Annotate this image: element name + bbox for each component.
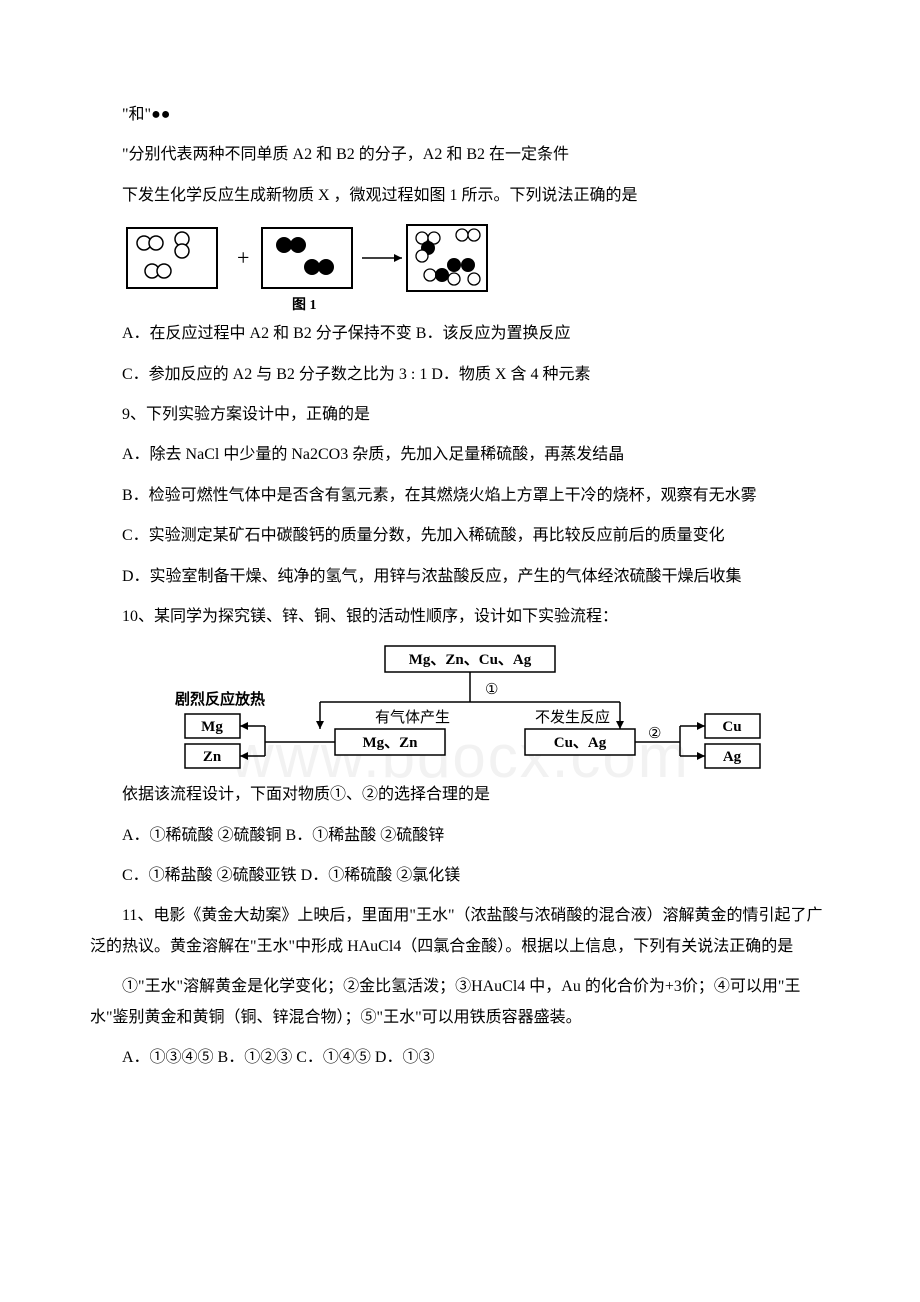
q10-cd: C．①稀盐酸 ②硫酸亚铁 D．①稀硫酸 ②氯化镁 [90, 861, 830, 891]
svg-text:Cu: Cu [722, 719, 741, 735]
q10-flowchart: Mg、Zn、Cu、Ag ① 剧烈反应放热 有气体产生 不发生反应 Mg Zn [170, 644, 830, 774]
figure-1: + [122, 223, 830, 313]
svg-text:Ag: Ag [723, 749, 742, 765]
svg-text:有气体产生: 有气体产生 [375, 709, 450, 726]
svg-text:Mg、Zn、Cu、Ag: Mg、Zn、Cu、Ag [409, 652, 532, 668]
q11-opts: ①"王水"溶解黄金是化学变化；②金比氢活泼；③HAuCl4 中，Au 的化合价为… [90, 972, 830, 1033]
q8-option-ab: A．在反应过程中 A2 和 B2 分子保持不变 B．该反应为置换反应 [90, 319, 830, 349]
svg-text:+: + [237, 245, 249, 270]
q11-stem: 11、电影《黄金大劫案》上映后，里面用"王水"（浓盐酸与浓硝酸的混合液）溶解黄金… [90, 901, 830, 962]
svg-text:Zn: Zn [203, 749, 222, 765]
q10-sub: 依据该流程设计，下面对物质①、②的选择合理的是 [90, 780, 830, 810]
q9-b: B．检验可燃性气体中是否含有氢元素，在其燃烧火焰上方罩上干冷的烧杯，观察有无水雾 [90, 481, 830, 511]
text-line-2: "分别代表两种不同单质 A2 和 B2 的分子，A2 和 B2 在一定条件 [90, 140, 830, 170]
q9-d: D．实验室制备干燥、纯净的氢气，用锌与浓盐酸反应，产生的气体经浓硫酸干燥后收集 [90, 562, 830, 592]
svg-text:Mg: Mg [201, 719, 223, 735]
q8-option-cd: C．参加反应的 A2 与 B2 分子数之比为 3 : 1 D．物质 X 含 4 … [90, 360, 830, 390]
q9-stem: 9、下列实验方案设计中，正确的是 [90, 400, 830, 430]
svg-text:②: ② [648, 726, 661, 742]
line-and-dots: "和"●● [90, 100, 830, 130]
q9-a: A．除去 NaCl 中少量的 Na2CO3 杂质，先加入足量稀硫酸，再蒸发结晶 [90, 440, 830, 470]
document-content: "和"●● "分别代表两种不同单质 A2 和 B2 的分子，A2 和 B2 在一… [90, 100, 830, 1073]
fig1-caption-text: 图 1 [292, 297, 317, 313]
svg-text:不发生反应: 不发生反应 [535, 708, 610, 726]
q10-stem: 10、某同学为探究镁、锌、铜、银的活动性顺序，设计如下实验流程： [90, 602, 830, 632]
svg-text:Cu、Ag: Cu、Ag [554, 735, 607, 751]
svg-text:Mg、Zn: Mg、Zn [362, 735, 418, 751]
svg-text:①: ① [485, 682, 498, 698]
q11-choices: A．①③④⑤ B．①②③ C．①④⑤ D．①③ [90, 1043, 830, 1073]
svg-text:剧烈反应放热: 剧烈反应放热 [175, 690, 265, 708]
q9-c: C．实验测定某矿石中碳酸钙的质量分数，先加入稀硫酸，再比较反应前后的质量变化 [90, 521, 830, 551]
q10-ab: A．①稀硫酸 ②硫酸铜 B．①稀盐酸 ②硫酸锌 [90, 821, 830, 851]
text-line-3: 下发生化学反应生成新物质 X ，微观过程如图 1 所示。下列说法正确的是 [90, 181, 830, 211]
